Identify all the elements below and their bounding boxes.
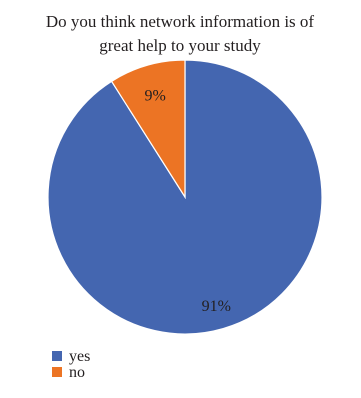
pie-slice-yes [47, 59, 323, 335]
legend-swatch-no [52, 367, 62, 377]
chart-title-line-1: Do you think network information is of [46, 12, 315, 31]
legend-label-no: no [69, 364, 85, 381]
data-label-yes: 91% [202, 298, 231, 315]
chart-title: Do you think network information is of g… [46, 12, 315, 55]
chart-title-line-2: great help to your study [99, 36, 261, 55]
legend-swatch-yes [52, 351, 62, 361]
data-label-no: 9% [145, 87, 166, 104]
pie-data-labels: 91% 9% [145, 87, 231, 314]
legend-label-yes: yes [69, 348, 90, 365]
pie-slice-no [110, 59, 186, 200]
pie-slices [47, 59, 323, 335]
